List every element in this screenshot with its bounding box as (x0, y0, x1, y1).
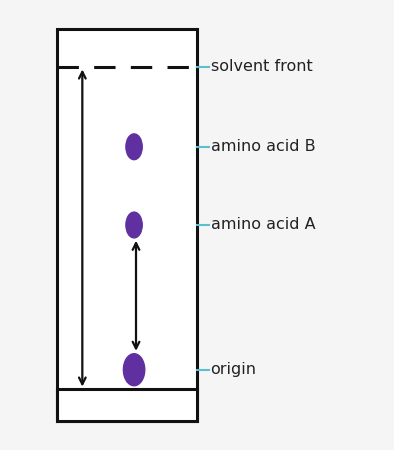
Text: origin: origin (211, 362, 256, 377)
Ellipse shape (123, 354, 145, 386)
Text: amino acid B: amino acid B (211, 140, 315, 154)
Ellipse shape (126, 134, 142, 160)
Text: solvent front: solvent front (211, 59, 312, 74)
Text: amino acid A: amino acid A (211, 217, 315, 233)
Ellipse shape (126, 212, 142, 238)
Bar (57, 29, 197, 421)
Bar (57, 389, 197, 421)
